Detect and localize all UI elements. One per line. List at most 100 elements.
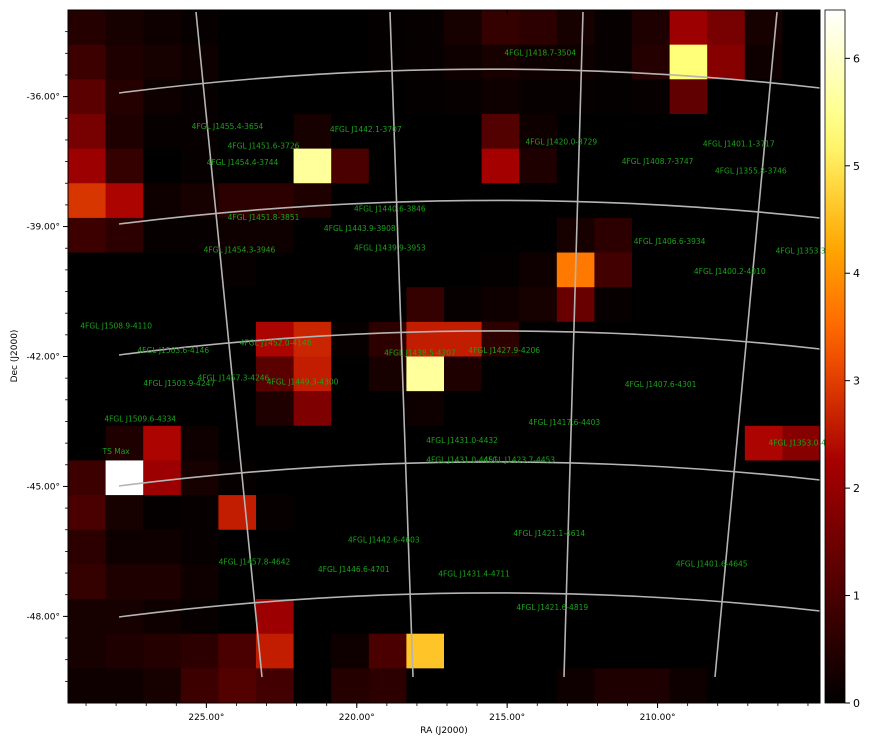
heatmap-cell xyxy=(180,564,219,600)
source-label: 4FGL J1452.0-4148 xyxy=(240,339,312,348)
heatmap-cell xyxy=(519,633,558,669)
heatmap-cell xyxy=(143,356,182,392)
heatmap-cell xyxy=(707,356,746,392)
heatmap-cell xyxy=(744,633,783,669)
colorbar-tick-label: 3 xyxy=(853,375,860,388)
heatmap-cell xyxy=(180,113,219,149)
heatmap-cell xyxy=(406,79,445,115)
heatmap-cell xyxy=(594,148,633,184)
heatmap-cell xyxy=(293,217,332,253)
grid-line xyxy=(118,461,821,487)
grid-line xyxy=(714,11,778,678)
source-label: 4FGL J1431.4-4711 xyxy=(438,570,510,579)
source-label: 4FGL J1355.8-3746 xyxy=(715,167,787,176)
heatmap-cell xyxy=(744,460,783,496)
grid-line xyxy=(389,11,414,678)
heatmap-cell xyxy=(669,425,708,461)
heatmap-cell xyxy=(218,495,257,531)
heatmap-cell xyxy=(707,668,746,704)
heatmap-cell xyxy=(218,633,257,669)
heatmap-cell xyxy=(143,460,182,496)
heatmap-cell xyxy=(782,495,821,531)
heatmap-cell xyxy=(293,668,332,704)
heatmap-cell xyxy=(707,44,746,80)
heatmap-cell xyxy=(594,79,633,115)
heatmap-cell xyxy=(594,113,633,149)
heatmap-cell xyxy=(632,599,670,635)
heatmap-cell xyxy=(293,391,332,427)
grid-line xyxy=(118,592,821,618)
ts-map-heatmap xyxy=(68,10,821,704)
colorbar-tick-label: 5 xyxy=(853,160,860,173)
heatmap-cell xyxy=(256,252,294,288)
heatmap-cell xyxy=(293,287,332,323)
heatmap-cell xyxy=(68,529,106,565)
heatmap-cell xyxy=(444,79,482,115)
heatmap-cell xyxy=(368,529,407,565)
heatmap-cell xyxy=(782,633,821,669)
heatmap-cell xyxy=(519,217,558,253)
source-label: 4FGL J1400.2-4010 xyxy=(694,267,766,276)
heatmap-cell xyxy=(782,321,821,357)
source-label: 4FGL J1440.6-3846 xyxy=(354,204,426,213)
heatmap-cell xyxy=(444,495,482,531)
heatmap-cell xyxy=(594,599,633,635)
heatmap-cell xyxy=(556,633,595,669)
heatmap-cell xyxy=(632,495,670,531)
heatmap-cell xyxy=(331,633,370,669)
heatmap-cell xyxy=(368,633,407,669)
source-label: 4FGL J1417.6-4403 xyxy=(528,418,600,427)
source-label: 4FGL J1353.3- xyxy=(776,246,829,255)
heatmap-cell xyxy=(105,529,144,565)
heatmap-cell xyxy=(669,10,708,46)
heatmap-cell xyxy=(105,668,144,704)
heatmap-cell xyxy=(105,425,144,461)
heatmap-cell xyxy=(519,495,558,531)
heatmap-cell xyxy=(632,217,670,253)
heatmap-cell xyxy=(782,148,821,184)
heatmap-cell xyxy=(444,148,482,184)
heatmap-cell xyxy=(180,183,219,219)
heatmap-cell xyxy=(256,183,294,219)
heatmap-cell xyxy=(594,44,633,80)
heatmap-cell xyxy=(556,113,595,149)
source-label: 4FGL J1449.3-4300 xyxy=(267,378,339,387)
heatmap-cell xyxy=(744,44,783,80)
heatmap-cell xyxy=(481,44,520,80)
heatmap-cell xyxy=(180,633,219,669)
heatmap-cell xyxy=(744,564,783,600)
heatmap-cell xyxy=(68,252,106,288)
heatmap-cell xyxy=(744,529,783,565)
heatmap-cell xyxy=(632,633,670,669)
heatmap-cell xyxy=(105,79,144,115)
heatmap-cell xyxy=(519,79,558,115)
source-label: 4FGL J1423.7-4453 xyxy=(483,456,555,465)
heatmap-cell xyxy=(331,287,370,323)
heatmap-cell xyxy=(782,425,821,461)
heatmap-cell xyxy=(669,217,708,253)
source-label: 4FGL J1503.6-4146 xyxy=(137,346,209,355)
heatmap-cell xyxy=(331,79,370,115)
heatmap-cell xyxy=(707,183,746,219)
y-tick-label: -48.00° xyxy=(26,612,60,622)
heatmap-cell xyxy=(744,217,783,253)
heatmap-cell xyxy=(632,148,670,184)
heatmap-cell xyxy=(293,252,332,288)
heatmap-cell xyxy=(143,495,182,531)
heatmap-cell xyxy=(68,425,106,461)
heatmap-cell xyxy=(180,668,219,704)
heatmap-cell xyxy=(556,287,595,323)
heatmap-cell xyxy=(481,460,520,496)
heatmap-cell xyxy=(368,44,407,80)
heatmap-cell xyxy=(143,10,182,46)
heatmap-cell xyxy=(444,599,482,635)
heatmap-cell xyxy=(368,356,407,392)
heatmap-cell xyxy=(293,321,332,357)
heatmap-cell xyxy=(519,287,558,323)
heatmap-cell xyxy=(218,44,257,80)
heatmap-cell xyxy=(256,217,294,253)
heatmap-cell xyxy=(68,668,106,704)
heatmap-cell xyxy=(782,668,821,704)
heatmap-cell xyxy=(256,564,294,600)
source-label: 4FGL J1427.9-4206 xyxy=(468,346,540,355)
